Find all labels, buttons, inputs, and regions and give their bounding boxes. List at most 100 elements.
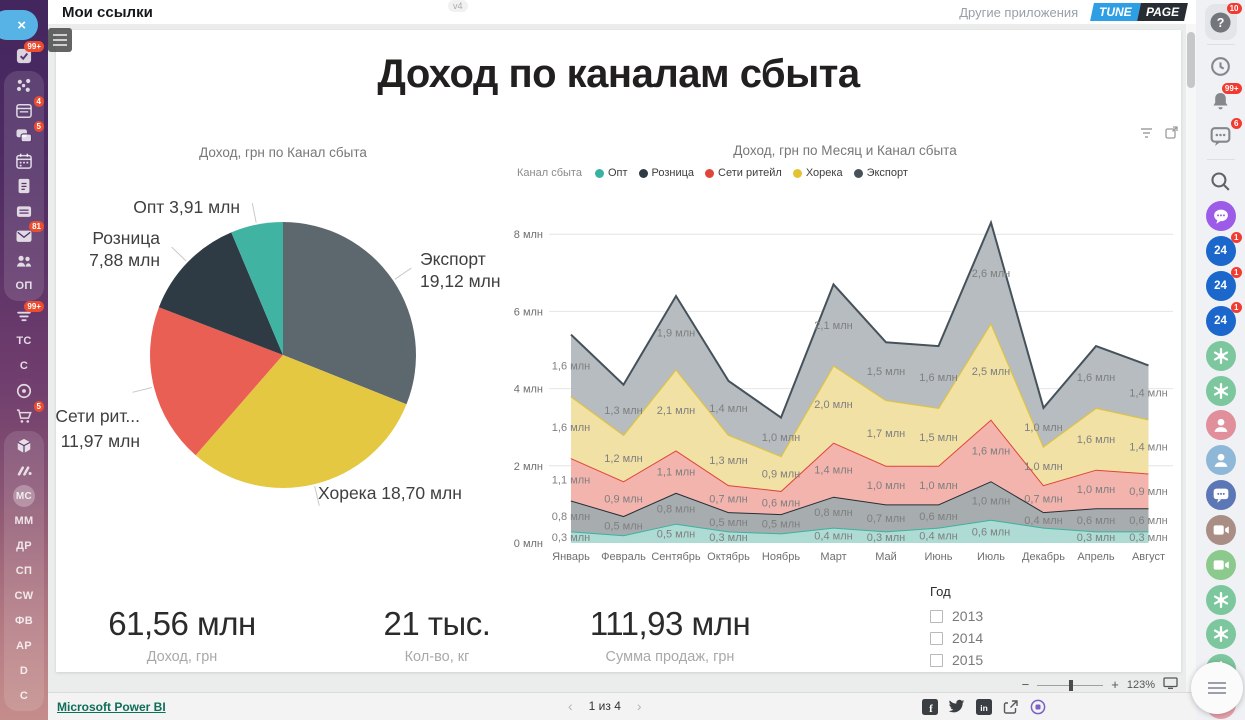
- extension-help-question-icon[interactable]: ? 10: [1204, 3, 1242, 40]
- extension-history-history-icon[interactable]: [1205, 51, 1237, 83]
- contacts-icon[interactable]: [13, 251, 35, 271]
- area-data-label: 1,7 млн: [867, 428, 905, 440]
- year-option-2014[interactable]: 2014: [930, 627, 983, 649]
- legend-item-Хорека[interactable]: Хорека: [792, 167, 843, 179]
- notification-badge: 99+: [24, 41, 44, 52]
- box-icon[interactable]: [13, 436, 35, 456]
- extension-contact-blue-person-icon[interactable]: [1205, 444, 1237, 476]
- extension-bitrix24-1-icon[interactable]: 24 1: [1205, 232, 1242, 267]
- area-band-Розница[interactable]: [571, 481, 1149, 536]
- target-icon[interactable]: [13, 381, 35, 401]
- year-option-2015[interactable]: 2015: [930, 649, 983, 671]
- cards-icon[interactable]: 4: [13, 96, 44, 121]
- extension-chatgpt-2-gpt-icon[interactable]: [1205, 375, 1237, 407]
- calendar-icon[interactable]: [13, 151, 35, 171]
- extension-video-brown-video-icon[interactable]: [1205, 514, 1237, 546]
- pie-slice-4[interactable]: [231, 221, 283, 355]
- checkbox-2013[interactable]: [930, 609, 943, 623]
- hamburger-menu-button[interactable]: [48, 28, 72, 52]
- area-data-label: 2,0 млн: [814, 399, 852, 411]
- sidebar-item-d[interactable]: D: [19, 665, 29, 677]
- extension-messenger-chat-round-icon[interactable]: [1205, 200, 1237, 232]
- legend-item-Розница[interactable]: Розница: [638, 167, 694, 179]
- extension-notifications-bell-icon[interactable]: 99+: [1205, 82, 1242, 118]
- sidebar-item-dr[interactable]: ДР: [16, 540, 32, 552]
- extension-chatgpt-1-gpt-icon[interactable]: [1205, 340, 1237, 372]
- share-icon[interactable]: [1002, 698, 1019, 715]
- area-data-label: 1,5 млн: [919, 432, 957, 444]
- year-option-2013[interactable]: 2013: [930, 605, 983, 627]
- notification-badge: 1: [1231, 301, 1242, 313]
- prev-page-button[interactable]: ‹: [568, 698, 573, 714]
- x-axis-label: Июль: [977, 551, 1005, 563]
- pie-slice-0[interactable]: [283, 222, 416, 405]
- twitter-icon[interactable]: [948, 698, 965, 715]
- checkbox-2015[interactable]: [930, 653, 943, 667]
- sidebar-item-c-2[interactable]: С: [19, 690, 29, 702]
- area-band-Хорека[interactable]: [571, 323, 1149, 491]
- extension-chatgpt-4-gpt-icon[interactable]: [1205, 619, 1237, 651]
- pie-slice-3[interactable]: [158, 232, 283, 355]
- sidebar-item-op[interactable]: ОП: [15, 280, 33, 292]
- pie-slice-1[interactable]: [195, 355, 407, 488]
- next-page-button[interactable]: ›: [636, 698, 642, 714]
- linkedin-icon[interactable]: in: [975, 698, 992, 715]
- mail-icon[interactable]: 81: [13, 221, 44, 246]
- extension-comments-chat-square-icon[interactable]: 6: [1205, 117, 1242, 153]
- area-band-Сети ритейл[interactable]: [571, 419, 1149, 517]
- extension-video-green-video-icon[interactable]: [1205, 549, 1237, 581]
- sidebar-item-ar[interactable]: АР: [16, 640, 32, 652]
- extension-bitrix24-3-icon[interactable]: 24 1: [1205, 301, 1242, 337]
- checkbox-2014[interactable]: [930, 631, 943, 645]
- community-icon[interactable]: [1029, 698, 1046, 715]
- sidebar-item-tc[interactable]: ТС: [16, 335, 32, 347]
- sidebar-item-fv[interactable]: ФВ: [15, 615, 33, 627]
- sidebar-menu-button[interactable]: [1191, 662, 1243, 714]
- zoom-slider-thumb[interactable]: [1069, 679, 1074, 691]
- legend-item-Опт[interactable]: Опт: [594, 167, 628, 179]
- extension-search-search-icon[interactable]: [1205, 166, 1237, 198]
- powerbi-brand-link[interactable]: Microsoft Power BI: [57, 700, 166, 714]
- pie-slice-2[interactable]: [150, 307, 283, 456]
- stacked-area-chart[interactable]: 0 млн 2 млн 4 млн 6 млн 8 млн 0,3 млн 0,5 млн 0…: [505, 188, 1185, 588]
- legend-item-Сети ритейл[interactable]: Сети ритейл: [705, 167, 782, 179]
- area-band-Экспорт[interactable]: [571, 222, 1149, 457]
- zoom-in-button[interactable]: +: [1111, 677, 1119, 692]
- tasks-icon[interactable]: 99+: [13, 41, 44, 66]
- legend-item-Экспорт[interactable]: Экспорт: [853, 167, 908, 179]
- sidebar-item-mm[interactable]: ММ: [14, 515, 34, 527]
- fit-to-screen-icon[interactable]: [1163, 676, 1178, 694]
- filter-icon[interactable]: 99+: [13, 301, 44, 326]
- other-apps-link[interactable]: Другие приложения: [959, 4, 1079, 20]
- area-band-Опт[interactable]: [571, 519, 1149, 543]
- sidebar-item-sp[interactable]: СП: [15, 565, 33, 577]
- notes-icon[interactable]: [13, 176, 35, 196]
- sidebar-item-mc[interactable]: МС: [13, 485, 35, 507]
- vertical-scrollbar[interactable]: [1186, 24, 1196, 692]
- extension-contact-pink-person-icon[interactable]: [1205, 409, 1237, 441]
- area-data-label: 1,0 млн: [762, 432, 800, 444]
- scrollbar-thumb[interactable]: [1187, 32, 1195, 88]
- area-data-label: 0,8 млн: [657, 503, 695, 515]
- facebook-icon[interactable]: f: [921, 698, 938, 715]
- x-axis-label: Апрель: [1077, 551, 1115, 563]
- archive-icon[interactable]: [13, 201, 35, 221]
- zoom-slider[interactable]: [1037, 679, 1104, 691]
- extension-bitrix24-2-icon[interactable]: 24 1: [1205, 267, 1242, 302]
- monday-icon[interactable]: [13, 461, 35, 481]
- cart-icon[interactable]: 5: [13, 401, 44, 426]
- area-data-label: 1,9 млн: [657, 328, 695, 340]
- focus-mode-icon[interactable]: [1165, 126, 1178, 139]
- zoom-out-button[interactable]: −: [1021, 677, 1030, 692]
- chats-icon[interactable]: 5: [13, 121, 44, 146]
- svg-text:?: ?: [1217, 15, 1225, 29]
- filter-icon[interactable]: [1140, 127, 1153, 139]
- extension-team-chat-chat-people-icon[interactable]: [1205, 479, 1237, 511]
- close-sidebar-button[interactable]: ×: [0, 10, 38, 40]
- sidebar-item-cw[interactable]: CW: [14, 590, 34, 602]
- extension-chatgpt-3-gpt-icon[interactable]: [1205, 584, 1237, 616]
- share-icon[interactable]: [13, 76, 35, 96]
- area-data-label: 0,6 млн: [762, 498, 800, 510]
- sidebar-item-c-1[interactable]: С: [19, 360, 29, 372]
